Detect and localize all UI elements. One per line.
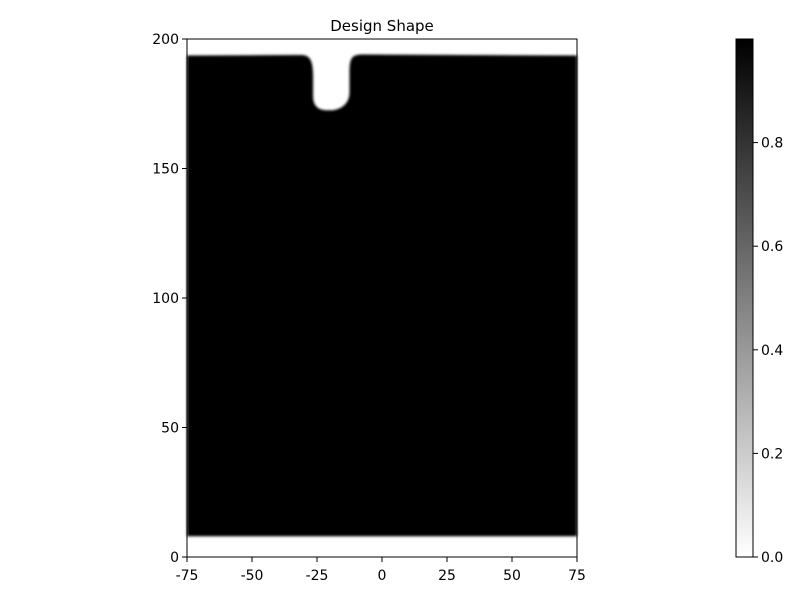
- y-axis: 0 50 100 150 200: [152, 32, 187, 566]
- y-tick-label: 200: [152, 32, 179, 48]
- y-tick-label: 50: [161, 421, 179, 437]
- x-axis: -75 -50 -25 0 25 50 75: [176, 557, 586, 584]
- colorbar: 0.0 0.2 0.4 0.6 0.8: [735, 38, 783, 566]
- x-tick-label: -25: [306, 568, 329, 584]
- colorbar-ticks: 0.0 0.2 0.4 0.6 0.8: [753, 136, 783, 566]
- y-tick-label: 0: [170, 550, 179, 566]
- x-tick-label: 0: [378, 568, 387, 584]
- colorbar-tick-label: 0.4: [761, 343, 783, 359]
- x-tick-label: 50: [503, 568, 521, 584]
- plot-area: [186, 38, 578, 558]
- x-tick-label: -75: [176, 568, 199, 584]
- colorbar-tick-label: 0.6: [761, 239, 783, 255]
- colorbar-tick-label: 0.0: [761, 550, 783, 566]
- colorbar-tick-label: 0.8: [761, 136, 783, 152]
- colorbar-gradient: [735, 38, 754, 558]
- y-tick-label: 100: [152, 291, 179, 307]
- y-tick-label: 150: [152, 162, 179, 178]
- x-tick-label: -50: [241, 568, 264, 584]
- colorbar-tick-label: 0.2: [761, 446, 783, 462]
- design-shape-fill: [187, 54, 577, 537]
- x-tick-label: 25: [438, 568, 456, 584]
- chart-title: Design Shape: [330, 17, 434, 35]
- x-tick-label: 75: [568, 568, 586, 584]
